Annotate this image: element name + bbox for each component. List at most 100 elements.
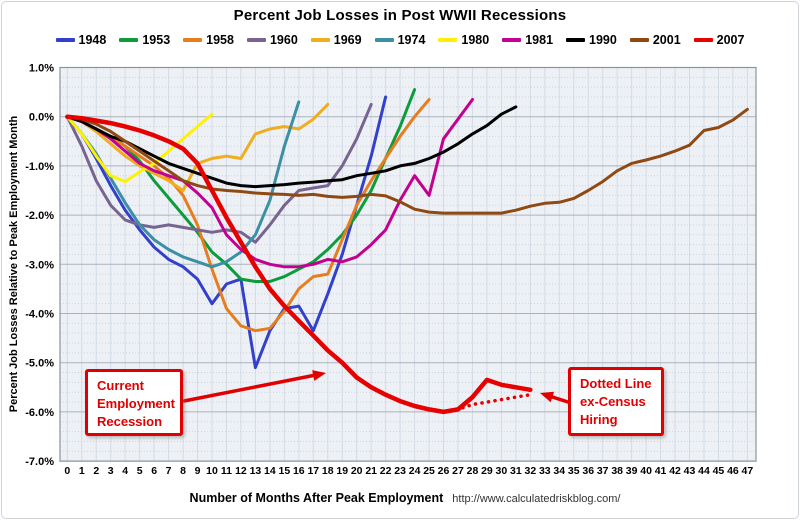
y-tick-label: 0.0% [29, 112, 54, 124]
legend-swatch-1948 [55, 38, 75, 42]
legend: 1948 1953 1958 1960 1969 1974 1980 1981 1990 2001… [0, 33, 800, 47]
legend-swatch-1980 [438, 38, 458, 42]
legend-label-1953: 1953 [142, 33, 171, 47]
x-tick-label: 28 [467, 465, 479, 477]
x-tick-label: 18 [322, 465, 334, 477]
annotation-text: Dotted Line [580, 376, 652, 391]
series-line-1980 [65, 112, 214, 184]
legend-swatch-1960 [246, 38, 266, 42]
series-line-1960 [65, 102, 373, 244]
legend-item-1980: 1980 [438, 33, 489, 47]
x-tick-label: 8 [180, 465, 186, 477]
x-tick-label: 2 [93, 465, 99, 477]
x-tick-label: 36 [582, 465, 594, 477]
x-tick-label: 22 [380, 465, 392, 477]
legend-swatch-1981 [502, 38, 522, 42]
legend-swatch-1990 [566, 38, 586, 42]
x-tick-label: 29 [481, 465, 493, 477]
x-tick-label: 39 [626, 465, 638, 477]
x-tick-label: 40 [640, 465, 652, 477]
legend-swatch-2001 [629, 38, 649, 42]
legend-swatch-1958 [183, 38, 203, 42]
x-tick-label: 34 [553, 465, 565, 477]
legend-label-1981: 1981 [525, 33, 554, 47]
x-tick-label: 16 [293, 465, 305, 477]
legend-swatch-1974 [374, 38, 394, 42]
legend-item-2007: 2007 [693, 33, 744, 47]
series-line-2001 [65, 107, 749, 215]
legend-item-1990: 1990 [566, 33, 617, 47]
legend-label-1958: 1958 [206, 33, 234, 47]
legend-item-1969: 1969 [310, 33, 362, 47]
annotation-text: Hiring [580, 412, 618, 427]
annotation-text: ex-Census [580, 394, 646, 409]
y-tick-label: -4.0% [25, 309, 54, 321]
x-tick-label: 3 [108, 465, 114, 477]
x-tick-label: 6 [151, 465, 157, 477]
x-tick-label: 41 [655, 465, 667, 477]
legend-item-1974: 1974 [374, 33, 426, 47]
x-tick-label: 25 [423, 465, 435, 477]
x-tick-label: 46 [727, 465, 739, 477]
x-tick-label: 44 [698, 465, 710, 477]
y-tick-label: -1.0% [25, 161, 54, 173]
x-tick-label: 21 [365, 465, 377, 477]
x-tick-label: 12 [235, 465, 247, 477]
source-url: http://www.calculatedriskblog.com/ [452, 493, 621, 505]
x-axis-title: Number of Months After Peak Employment [189, 491, 444, 505]
x-tick-label: 5 [137, 465, 143, 477]
annotation-current-employment-recession: Current Employment Recession [85, 369, 183, 436]
annotation-text: Employment [97, 396, 176, 411]
y-tick-label: -5.0% [25, 358, 54, 370]
legend-item-1958: 1958 [183, 33, 234, 47]
x-tick-label: 26 [438, 465, 450, 477]
x-tick-label: 38 [611, 465, 623, 477]
series-line-1958 [65, 98, 431, 333]
series-line-2007 [65, 114, 533, 415]
x-tick-label: 13 [250, 465, 262, 477]
x-tick-label: 47 [742, 465, 754, 477]
x-tick-label: 19 [336, 465, 348, 477]
x-tick-label: 17 [307, 465, 319, 477]
x-tick-label: 33 [539, 465, 551, 477]
annotation-arrowhead [312, 370, 326, 381]
y-tick-label: -6.0% [25, 407, 54, 419]
x-tick-label: 9 [195, 465, 201, 477]
x-tick-label: 24 [409, 465, 421, 477]
series-line-1948 [65, 95, 388, 370]
x-tick-label: 11 [221, 465, 232, 477]
legend-swatch-1969 [310, 38, 330, 42]
legend-item-2001: 2001 [629, 33, 681, 47]
x-tick-label: 42 [669, 465, 681, 477]
y-axis-title: Percent Job Losses Relative to Peak Empl… [8, 115, 20, 413]
legend-label-1974: 1974 [397, 33, 426, 47]
x-tick-label: 27 [452, 465, 464, 477]
legend-item-1953: 1953 [119, 33, 170, 47]
legend-item-1960: 1960 [246, 33, 298, 47]
y-tick-label: -7.0% [25, 456, 54, 468]
legend-label-1960: 1960 [269, 33, 298, 47]
annotation-arrow [182, 373, 319, 403]
x-tick-label: 10 [206, 465, 218, 477]
series-line-2007-ex-census-dotted- [441, 392, 533, 414]
chart-title: Percent Job Losses in Post WWII Recessio… [233, 7, 567, 24]
x-tick-label: 15 [279, 465, 291, 477]
legend-label-1969: 1969 [333, 33, 362, 47]
x-tick-label: 4 [122, 465, 128, 477]
annotation-dotted-line-ex-census: Dotted Line ex-Census Hiring [568, 367, 664, 436]
x-tick-label: 14 [264, 465, 276, 477]
legend-swatch-1953 [119, 38, 139, 42]
x-tick-label: 20 [351, 465, 363, 477]
annotation-arrowhead [540, 391, 555, 403]
annotation-text: Recession [97, 414, 163, 429]
legend-swatch-2007 [693, 38, 713, 42]
x-axis-title-row: Number of Months After Peak Employment h… [0, 491, 800, 505]
y-tick-label: -2.0% [25, 210, 54, 222]
x-tick-label: 37 [597, 465, 609, 477]
x-tick-label: 7 [166, 465, 172, 477]
legend-label-1990: 1990 [589, 33, 617, 47]
x-tick-label: 1 [79, 465, 85, 477]
x-tick-label: 35 [568, 465, 580, 477]
x-tick-label: 45 [713, 465, 725, 477]
